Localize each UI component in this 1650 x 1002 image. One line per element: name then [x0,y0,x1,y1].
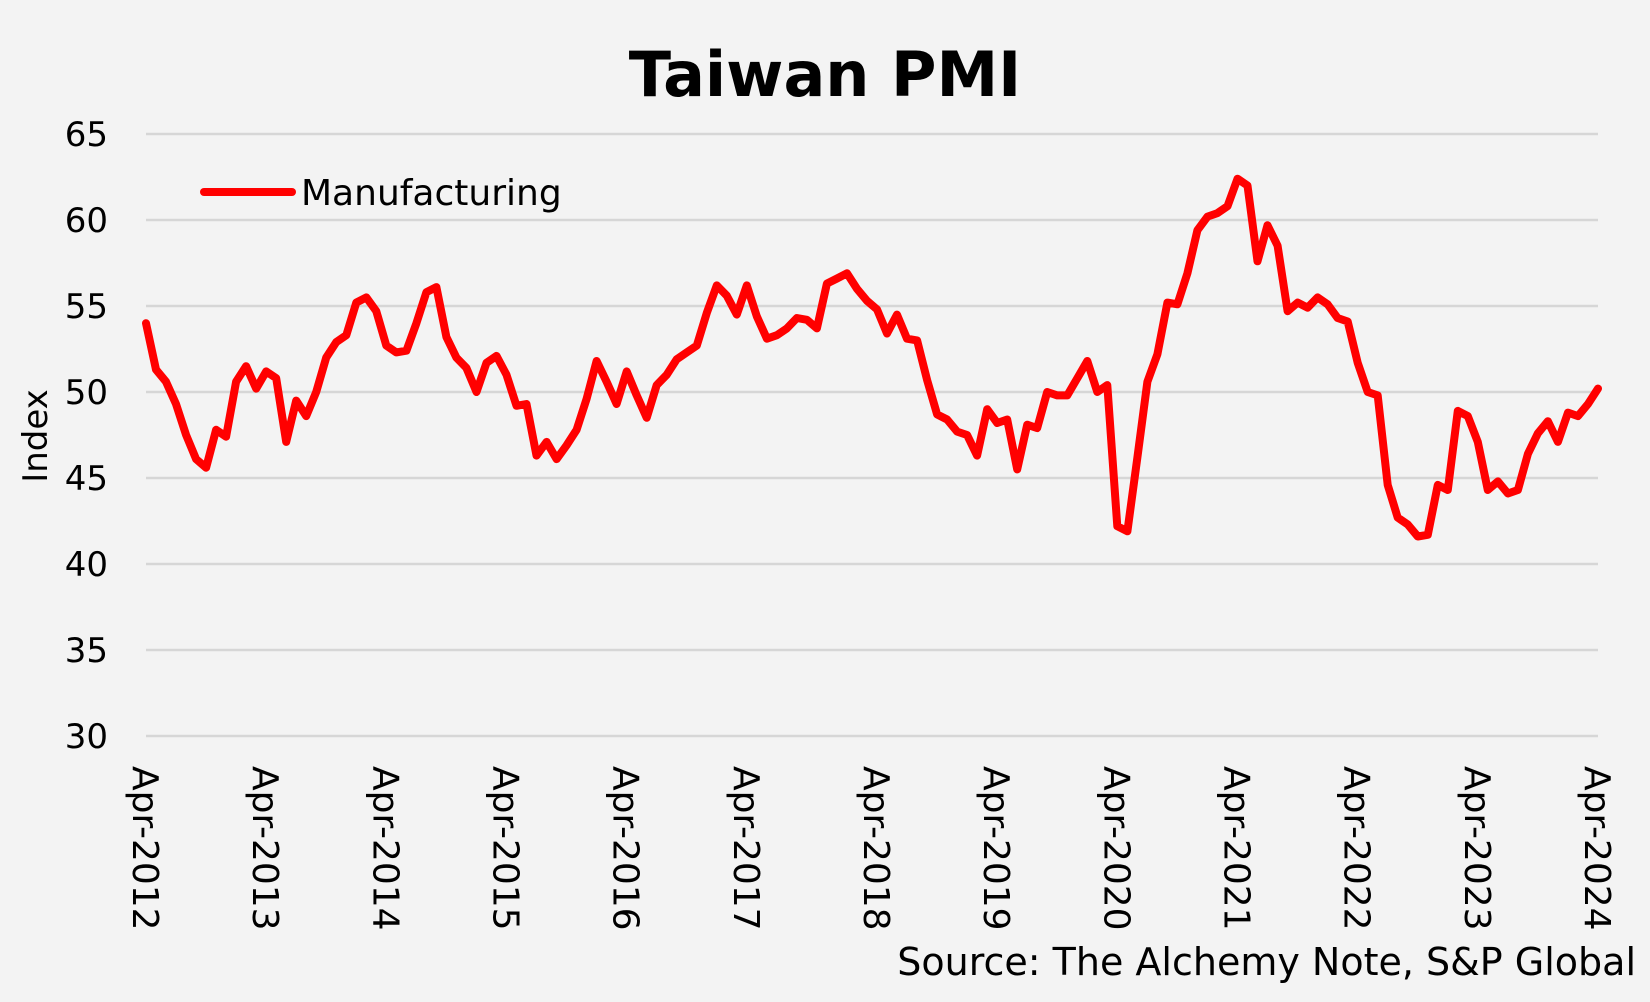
y-tick-label: 35 [65,631,108,671]
y-tick-label: 60 [65,201,108,241]
series-line-manufacturing [142,174,1602,541]
x-tick-label: Apr-2021 [1216,766,1257,931]
y-tick-label: 40 [65,545,108,585]
x-tick-label: Apr-2012 [124,766,165,931]
x-tick-label: Apr-2016 [605,766,646,931]
y-axis-title: Index [16,389,56,483]
x-tick-label: Apr-2018 [855,766,896,931]
x-tick-label: Apr-2015 [484,766,525,931]
x-tick-label: Apr-2014 [364,766,405,931]
x-tick-label: Apr-2020 [1095,766,1136,931]
x-tick-label: Apr-2017 [725,766,766,931]
legend: Manufacturing [200,173,562,214]
series-lines [142,174,1602,541]
y-tick-label: 30 [65,717,108,757]
x-tick-label: Apr-2013 [244,766,285,931]
y-tick-label: 65 [65,115,108,155]
x-tick-label: Apr-2024 [1576,766,1617,931]
legend-label-manufacturing: Manufacturing [301,173,562,214]
y-axis-ticks: 30 35 40 45 50 55 60 65 [65,115,108,757]
x-tick-label: Apr-2019 [975,766,1016,931]
chart-title: Taiwan PMI [628,38,1022,111]
y-tick-label: 55 [65,287,108,327]
y-tick-label: 50 [65,373,108,413]
x-tick-label: Apr-2023 [1456,766,1497,931]
source-note: Source: The Alchemy Note, S&P Global [897,940,1636,984]
y-tick-label: 45 [65,459,108,499]
x-axis-ticks: Apr-2012 Apr-2013 Apr-2014 Apr-2015 Apr-2016… [124,766,1617,931]
x-tick-label: Apr-2022 [1336,766,1377,931]
